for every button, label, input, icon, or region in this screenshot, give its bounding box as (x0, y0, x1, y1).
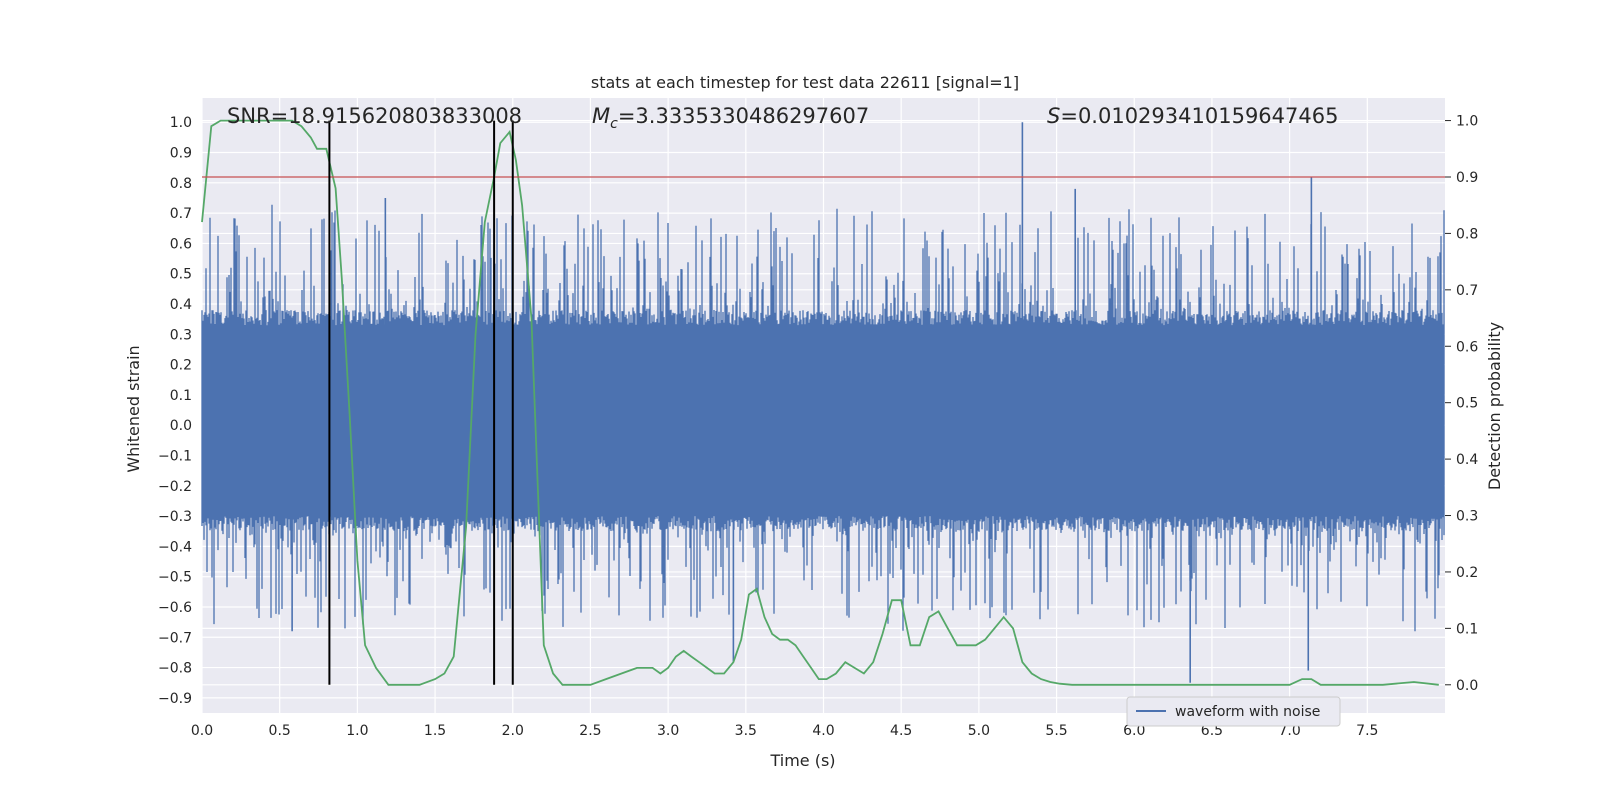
y-tick-label: 0.4 (170, 297, 192, 313)
y2-tick-label: 0.2 (1456, 565, 1478, 581)
y-tick-label: 0.2 (170, 358, 192, 374)
y2-tick-label: 0.4 (1456, 452, 1478, 468)
x-tick-label: 4.5 (890, 723, 912, 739)
y2-tick-label: 0.9 (1456, 170, 1478, 186)
s-value: =0.010293410159647465 (1060, 104, 1338, 128)
y-axis-label: Whitened strain (124, 345, 143, 472)
y-tick-label: 0.9 (170, 146, 192, 162)
y-axis-ticks: 1.0 0.9 0.8 0.7 0.6 0.5 0.4 0.3 0.2 0.1 0.0 −0.1 −0.… (158, 115, 192, 707)
y-tick-label: −0.9 (158, 691, 192, 707)
y2-tick-label: 0.0 (1456, 678, 1478, 694)
y-tick-label: 0.7 (170, 206, 192, 222)
y-tick-label: 1.0 (170, 115, 192, 131)
x-tick-label: 3.0 (657, 723, 679, 739)
waveform-noise (201, 204, 1445, 632)
x-tick-label: 5.0 (968, 723, 990, 739)
y2-tick-label: 0.3 (1456, 509, 1478, 525)
chart-title: stats at each timestep for test data 226… (591, 73, 1019, 92)
chirp-mass-symbol: M (592, 104, 610, 128)
chirp-mass-annotation: Mc=3.3335330486297607 (592, 104, 869, 132)
y2-tick-label: 0.8 (1456, 226, 1478, 242)
waveform-series (201, 122, 1445, 683)
event-markers (328, 120, 514, 685)
legend: waveform with noise (1126, 696, 1341, 727)
y-tick-label: −0.1 (158, 448, 192, 464)
probability-series (201, 119, 1439, 686)
s-symbol: S (1047, 104, 1060, 128)
y-tick-label: 0.5 (170, 267, 192, 283)
y-tick-label: −0.5 (158, 570, 192, 586)
x-tick-label: 2.5 (579, 723, 601, 739)
x-tick-label: 2.0 (502, 723, 524, 739)
chirp-mass-subscript: c (610, 116, 618, 132)
y-tick-label: −0.2 (158, 479, 192, 495)
x-tick-label: 3.5 (735, 723, 757, 739)
y-tick-label: 0.1 (170, 388, 192, 404)
y-tick-label: −0.4 (158, 539, 192, 555)
y2-tick-label: 0.5 (1456, 396, 1478, 412)
y2-tick-label: 0.6 (1456, 339, 1478, 355)
y2-axis-ticks: 1.0 0.9 0.8 0.7 0.6 0.5 0.4 0.3 0.2 0.1 0.0 (1445, 114, 1478, 694)
x-tick-label: 7.5 (1356, 723, 1378, 739)
x-axis-label: Time (s) (769, 751, 835, 770)
y2-tick-label: 0.1 (1456, 621, 1478, 637)
x-tick-label: 4.0 (812, 723, 834, 739)
y2-axis-label: Detection probability (1485, 322, 1504, 490)
y-tick-label: −0.6 (158, 600, 192, 616)
x-tick-label: 0.5 (269, 723, 291, 739)
y-tick-label: −0.8 (158, 661, 192, 677)
legend-box (1126, 696, 1341, 727)
y-tick-label: −0.3 (158, 509, 192, 525)
snr-annotation: SNR=18.915620803833008 (227, 104, 522, 128)
y-tick-label: −0.7 (158, 630, 192, 646)
x-tick-label: 0.0 (191, 723, 213, 739)
s-annotation: S=0.010293410159647465 (1047, 104, 1338, 128)
x-tick-label: 1.5 (424, 723, 446, 739)
x-tick-label: 6.5 (1201, 723, 1223, 739)
x-tick-label: 5.5 (1045, 723, 1067, 739)
y2-tick-label: 1.0 (1456, 114, 1478, 130)
y-tick-label: 0.3 (170, 327, 192, 343)
chirp-mass-value: =3.3335330486297607 (618, 104, 869, 128)
x-tick-label: 1.0 (346, 723, 368, 739)
y-tick-label: 0.6 (170, 236, 192, 252)
x-axis-ticks: 0.0 0.5 1.0 1.5 2.0 2.5 3.0 3.5 4.0 4.5 5.0 5.5 6.0 6… (191, 723, 1379, 739)
legend-waveform-label: waveform with noise (1175, 704, 1320, 720)
y-tick-label: 0.8 (170, 176, 192, 192)
x-tick-label: 6.0 (1123, 723, 1145, 739)
x-tick-label: 7.0 (1278, 723, 1300, 739)
y-tick-label: 0.0 (170, 418, 192, 434)
y2-tick-label: 0.7 (1456, 283, 1478, 299)
